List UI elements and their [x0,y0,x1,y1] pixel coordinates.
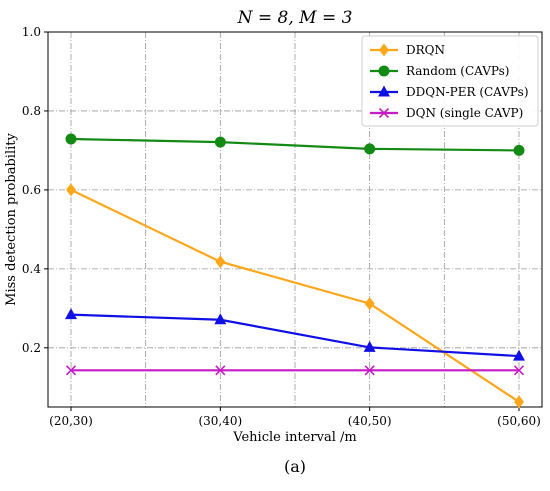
data-point [364,297,375,311]
series-line [70,313,520,358]
data-point [513,349,525,361]
series-line [70,137,520,152]
chart-title: N = 8, M = 3 [237,8,353,28]
data-point [378,107,390,119]
data-point [215,255,226,269]
y-tick-label: 1.0 [22,25,41,39]
x-axis-ticks: (20,30) (30,40) (40,50) (50,60) [49,407,541,428]
data-point [513,144,525,156]
legend-label: DQN (single CAVP) [406,106,523,120]
figure-caption: (a) [284,457,306,476]
legend-entry: DRQN [370,43,445,57]
data-point [215,365,226,376]
legend-label: DDQN-PER (CAVPs) [406,85,529,99]
y-axis-label: Miss detection probability [4,133,19,306]
data-point [514,395,524,409]
data-point [379,43,389,57]
legend-entry: DDQN-PER (CAVPs) [370,85,529,99]
x-axis-label: Vehicle interval /m [232,430,356,445]
data-point [364,365,375,376]
data-point [214,136,226,148]
x-tick-label: (30,40) [198,414,242,428]
data-point [378,85,390,97]
legend-box [361,35,539,127]
legend-entry: Random (CAVPs) [370,64,509,78]
data-point [364,143,376,155]
y-tick-label: 0.2 [22,341,41,355]
x-tick-label: (20,30) [49,414,93,428]
x-tick-label: (50,60) [497,414,541,428]
data-point [513,365,525,376]
legend: DRQN Random (CAVPs) DDQN-PER (CAVPs) DQN (s… [361,35,539,127]
series [65,308,525,361]
data-point [65,133,77,145]
series-layer [65,133,525,409]
series [65,365,525,376]
data-point [363,340,376,352]
y-tick-label: 0.6 [22,183,41,197]
y-tick-label: 0.8 [22,104,41,118]
legend-label: DRQN [406,43,445,57]
plot-frame [47,31,543,408]
data-point [378,65,390,77]
series [65,133,525,156]
data-point [65,308,77,320]
data-point [65,365,77,376]
data-point [66,183,76,197]
legend-entry: DQN (single CAVP) [370,106,523,120]
legend-label: Random (CAVPs) [406,64,509,78]
x-tick-label: (40,50) [348,414,392,428]
y-tick-label: 0.4 [22,262,41,276]
y-axis-ticks: 0.2 0.4 0.6 0.8 1.0 [22,25,48,355]
data-point [214,313,227,325]
